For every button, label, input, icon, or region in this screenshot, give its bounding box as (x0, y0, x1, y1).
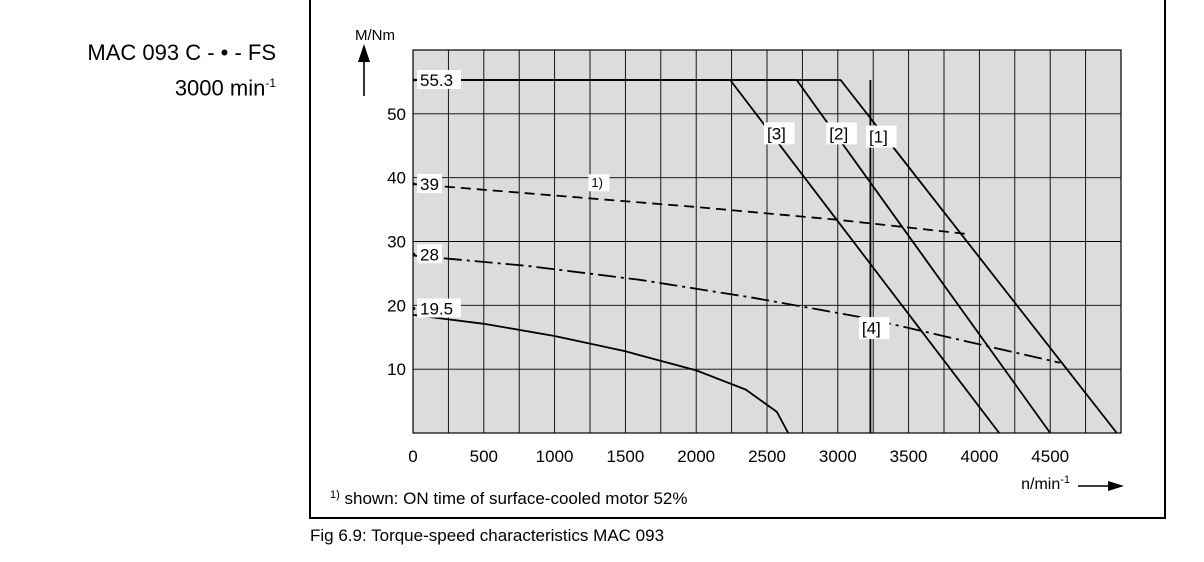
series-label: 1) (591, 175, 603, 190)
level-label-dot (412, 182, 416, 186)
series-label: [4] (862, 319, 881, 338)
level-label: 19.5 (420, 300, 453, 319)
x-tick-label: 4500 (1031, 447, 1069, 466)
level-label: 55.3 (420, 71, 453, 90)
series-label-box (764, 122, 795, 145)
footnote: 1) shown: ON time of surface-cooled moto… (330, 489, 687, 508)
footnote-text: shown: ON time of surface-cooled motor 5… (340, 489, 688, 508)
model-name: MAC 093 C - • - FS (87, 40, 276, 65)
x-tick-label: 3500 (890, 447, 928, 466)
y-axis-label: M/Nm (355, 27, 395, 44)
level-label-dot (412, 307, 416, 310)
series-line-5 (412, 183, 966, 235)
rated-speed: 3000 min-1 (20, 68, 276, 103)
footnote-sup: 1) (330, 489, 340, 501)
series-label: [3] (767, 124, 786, 143)
series-line-6 (412, 254, 1061, 364)
figure-frame (309, 0, 1166, 519)
level-label-box (417, 244, 442, 264)
figure-caption: Fig 6.9: Torque-speed characteristics MA… (310, 526, 665, 545)
y-tick-label: 20 (387, 296, 406, 315)
rated-speed-value: 3000 min (174, 75, 266, 101)
series-label-box (826, 122, 857, 145)
x-tick-label: 4000 (960, 447, 998, 466)
level-label-box (417, 70, 461, 90)
x-axis-label: n/min-1 (1021, 474, 1070, 493)
y-tick-label: 40 (387, 169, 406, 188)
level-label: 39 (420, 175, 439, 194)
x-tick-label: 0 (408, 447, 417, 466)
side-title: MAC 093 C - • - FS 3000 min-1 (20, 38, 276, 103)
series-label-box (858, 317, 890, 340)
y-tick-label: 10 (387, 360, 406, 379)
level-label-dot (412, 252, 416, 256)
y-axis-arrow-head (358, 44, 370, 62)
x-axis-label-main: n/min (1021, 476, 1060, 493)
series-label-box (588, 174, 610, 192)
y-tick-label: 30 (387, 233, 406, 252)
series-label-box (865, 125, 897, 148)
level-label-box (417, 174, 442, 194)
level-label: 28 (420, 245, 439, 264)
x-tick-label: 2500 (748, 447, 786, 466)
plot-border (412, 49, 1122, 434)
series-label: [2] (829, 124, 848, 143)
x-tick-label: 500 (470, 447, 498, 466)
x-tick-label: 3000 (819, 447, 857, 466)
rated-speed-unit-sup: -1 (265, 76, 276, 90)
x-axis-arrow-head (1108, 481, 1124, 491)
series-line-3 (413, 79, 1000, 434)
x-tick-label: 2000 (677, 447, 715, 466)
series-line-7 (412, 314, 789, 434)
series-label: [1] (869, 128, 888, 147)
y-tick-label: 50 (387, 105, 406, 124)
level-label-box (417, 298, 461, 318)
x-tick-label: 1000 (536, 447, 574, 466)
x-axis-label-sup: -1 (1060, 474, 1070, 486)
level-label-dot (412, 78, 416, 82)
x-tick-label: 1500 (606, 447, 644, 466)
